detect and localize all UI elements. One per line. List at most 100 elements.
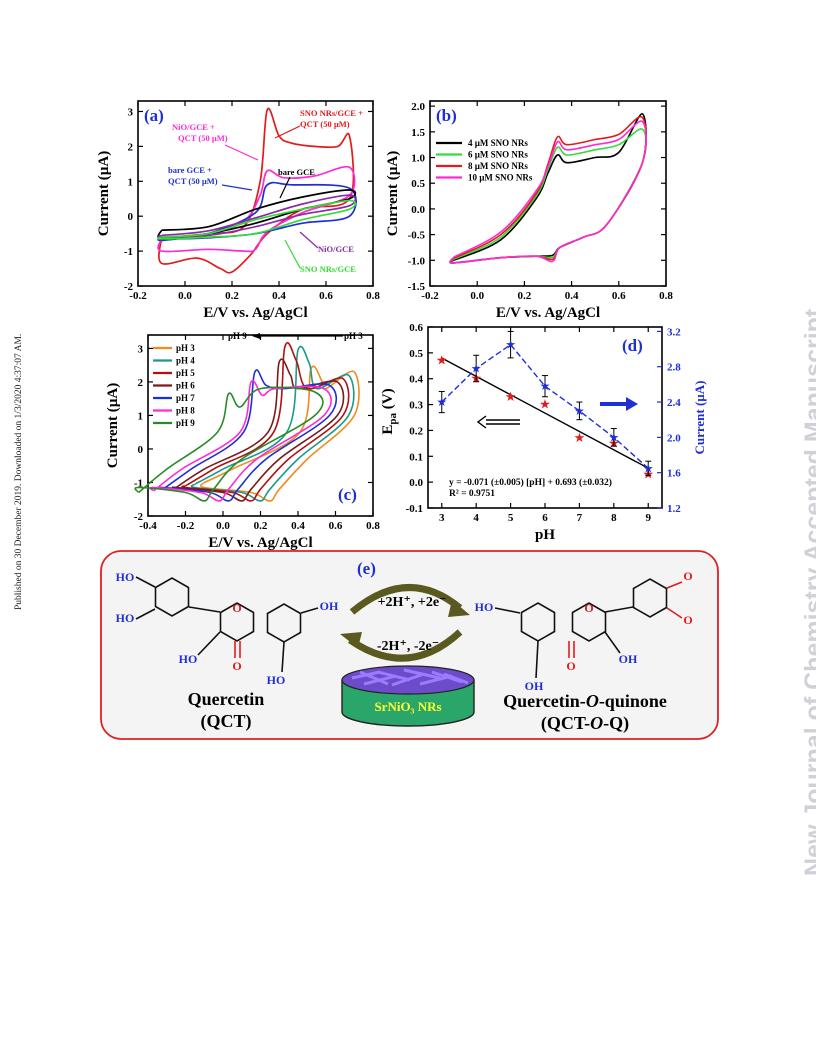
legend-label: 8 µM SNO NRs bbox=[468, 161, 528, 171]
y-tick-label: -2 bbox=[134, 511, 144, 523]
x-tick-label: 0.0 bbox=[178, 290, 192, 302]
y-tick-label: 0.0 bbox=[409, 477, 423, 489]
legend-label: pH 3 bbox=[176, 343, 195, 353]
y-tick-label: 0 bbox=[138, 444, 144, 456]
x-tick-label: 0.6 bbox=[329, 520, 343, 532]
y-tick-label: 0.6 bbox=[409, 322, 423, 334]
current-point: ★ bbox=[436, 395, 447, 409]
panel-label-e: (e) bbox=[357, 559, 376, 578]
panel-d-chart: 3 4 5 6 7 8 9 -0.1 0.0 0.1 0.2 0.3 0.4 0.5 0.6 pH 1.2 1.6… bbox=[380, 322, 707, 543]
legend-label: pH 7 bbox=[176, 393, 195, 403]
legend-label: 4 µM SNO NRs bbox=[468, 138, 528, 148]
y-tick-label: 3 bbox=[128, 106, 134, 118]
reverse-cycle-arrowhead bbox=[340, 632, 362, 648]
cv-curve bbox=[158, 107, 355, 274]
panel-b-chart: -0.2 0.0 0.2 0.4 0.6 0.8 -1.5 -1.0 -0.5 0.0 0.5 1.0… bbox=[385, 100, 673, 321]
annotation-leader bbox=[279, 176, 291, 199]
fit-equation: y = -0.071 (±0.005) [pH] + 0.693 (±0.032… bbox=[449, 477, 612, 488]
y-tick-label: 2 bbox=[128, 141, 134, 153]
cv-curve bbox=[134, 386, 324, 502]
annotation-leader bbox=[224, 144, 259, 161]
y-tick-label: -1 bbox=[134, 477, 143, 489]
x-tick-label: 3 bbox=[439, 512, 445, 524]
y-tick-label: 0.4 bbox=[409, 374, 423, 386]
arrow-label-right: pH 3 bbox=[344, 331, 363, 341]
forward-reaction-label: +2H⁺, +2e⁻ bbox=[378, 595, 447, 610]
qct-hydroxyl-7: OH bbox=[320, 599, 339, 613]
x-tick-label: 0.2 bbox=[254, 520, 268, 532]
plot-frame bbox=[429, 100, 667, 287]
y-tick-label: -1.0 bbox=[408, 255, 426, 267]
y-tick-label: -0.1 bbox=[406, 503, 423, 515]
current-point: ★ bbox=[505, 338, 516, 352]
y-tick-label: 1 bbox=[138, 410, 144, 422]
x-axis-label: pH bbox=[535, 527, 555, 543]
panel-c-chart: -0.4 -0.2 0.0 0.2 0.4 0.6 0.8 -2 -1 0 1 2 3 E/V vs. A… bbox=[105, 331, 380, 551]
y2-tick-label: 2.8 bbox=[667, 362, 681, 374]
annotation-leader bbox=[299, 231, 319, 249]
y-axis-label: Current (µA) bbox=[105, 383, 121, 468]
quinone-oxo-3p: O bbox=[683, 569, 692, 583]
x-axis-label: E/V vs. Ag/AgCl bbox=[208, 535, 312, 551]
chemical-bond bbox=[281, 641, 285, 673]
substrate-label: SrNiO₃ NRs bbox=[374, 699, 441, 714]
panel-label-a: (a) bbox=[144, 106, 164, 125]
y-tick-label: 1 bbox=[128, 176, 134, 188]
curve-annotation: SNO NRs/GCE bbox=[300, 264, 356, 274]
qct-pyranone-ring bbox=[219, 602, 255, 642]
chemical-bond bbox=[666, 581, 683, 589]
chemical-bond bbox=[494, 607, 521, 614]
cv-curve bbox=[149, 379, 332, 502]
cv-curve bbox=[158, 369, 338, 502]
y-tick-label: 3 bbox=[138, 343, 144, 355]
shift-arrow-head bbox=[252, 333, 260, 339]
epa-point: ★ bbox=[539, 397, 551, 412]
fit-r-squared: R² = 0.9751 bbox=[449, 489, 495, 499]
left-axis-arrow bbox=[476, 415, 520, 429]
y2-tick-label: 2.4 bbox=[667, 397, 681, 409]
nanorod bbox=[377, 670, 411, 682]
cv-curve bbox=[157, 181, 357, 242]
cv-curve bbox=[171, 358, 345, 502]
x-tick-label: -0.2 bbox=[421, 290, 439, 302]
chemical-bond bbox=[188, 606, 221, 613]
chemical-bond bbox=[604, 606, 634, 613]
legend-label: pH 5 bbox=[176, 368, 195, 378]
quinone-hydroxyl-3: OH bbox=[619, 652, 638, 666]
curve-annotation: QCT (50 µM) bbox=[178, 133, 228, 143]
x-tick-label: -0.2 bbox=[129, 290, 147, 302]
cv-curve bbox=[449, 120, 647, 264]
chemical-bond bbox=[604, 631, 621, 654]
qct-hydroxyl-3: HO bbox=[179, 652, 198, 666]
cv-curve bbox=[181, 341, 350, 502]
epa-point: ★ bbox=[505, 389, 517, 404]
y-tick-label: 1.0 bbox=[411, 153, 425, 165]
chemical-bond bbox=[666, 607, 683, 619]
legend-label: pH 6 bbox=[176, 381, 195, 391]
reverse-reaction-label: -2H⁺, -2e⁻ bbox=[377, 639, 439, 654]
qct-hydroxyl-4p: HO bbox=[116, 611, 135, 625]
curve-annotation: bare GCE + bbox=[168, 165, 212, 175]
panel-label-c: (c) bbox=[338, 485, 357, 504]
panel-label-d: (d) bbox=[622, 336, 643, 355]
annotation-leader bbox=[221, 184, 253, 191]
y-tick-label: -1 bbox=[124, 246, 133, 258]
x-tick-label: 0.6 bbox=[319, 290, 333, 302]
y2-tick-label: 2.0 bbox=[667, 432, 681, 444]
epa-point: ★ bbox=[436, 353, 448, 368]
x-tick-label: 0.8 bbox=[659, 290, 673, 302]
y-tick-label: -2 bbox=[124, 281, 134, 293]
y-tick-label: 2.0 bbox=[411, 101, 425, 113]
x-tick-label: 0.4 bbox=[291, 520, 305, 532]
panel-a-chart: -0.2 0.0 0.2 0.4 0.6 0.8 -2 -1 0 1 2 3 E/V vs. Ag/Ag… bbox=[96, 100, 380, 321]
qct-hydroxyl-3p: HO bbox=[116, 570, 135, 584]
legend-label: 6 µM SNO NRs bbox=[468, 150, 528, 160]
y-axis-label: Current (µA) bbox=[385, 151, 401, 236]
x-tick-label: 6 bbox=[542, 512, 548, 524]
right-axis-arrow bbox=[600, 397, 638, 411]
curve-annotation: SNO NRs/GCE + bbox=[300, 108, 363, 118]
qct-carbonyl-oxygen: O bbox=[232, 659, 241, 673]
cv-curve bbox=[200, 365, 360, 502]
y-axis-label: Current (µA) bbox=[96, 151, 112, 236]
